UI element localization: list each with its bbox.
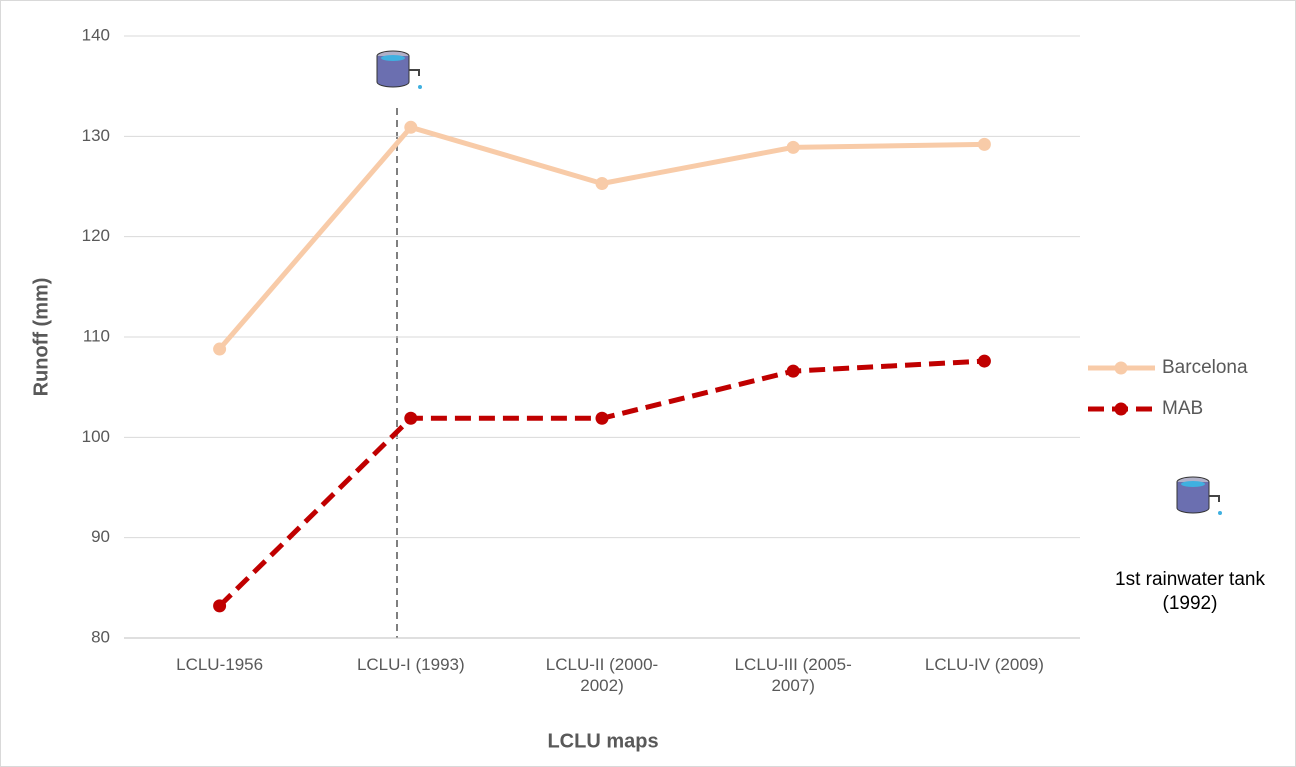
point: [213, 599, 227, 613]
point: [595, 176, 609, 190]
y-tick-label: 100: [82, 427, 110, 446]
y-tick-label: 80: [91, 627, 110, 646]
y-tick-label: 110: [83, 326, 110, 345]
legend-label: MAB: [1162, 398, 1203, 419]
y-tick-label: 90: [91, 527, 110, 546]
point: [786, 364, 800, 378]
x-tick-label: LCLU-I (1993): [356, 655, 465, 674]
point: [213, 342, 227, 356]
point: [404, 411, 418, 425]
legend-label: Barcelona: [1162, 357, 1248, 378]
x-tick-label: LCLU-II (2000-2002): [545, 655, 659, 695]
tank-icon: [1176, 476, 1222, 515]
y-axis-title: Runoff (mm): [30, 278, 52, 397]
point: [595, 411, 609, 425]
annotation: 1st rainwater tank (1992): [1115, 569, 1265, 614]
y-tick-label: 130: [82, 126, 110, 145]
point: [404, 120, 418, 134]
x-tick-label: LCLU-1956: [176, 655, 264, 674]
tank-icon: [376, 50, 422, 89]
point: [786, 140, 800, 154]
x-axis-title: LCLU maps: [547, 730, 658, 752]
x-tick-label: LCLU-IV (2009): [924, 655, 1044, 674]
x-tick-label: LCLU-III (2005-2007): [734, 655, 852, 695]
point: [977, 354, 991, 368]
legend-marker: [1114, 402, 1128, 416]
y-tick-label: 120: [82, 226, 110, 245]
point: [977, 137, 991, 151]
y-tick-label: 140: [82, 25, 110, 44]
legend-marker: [1114, 361, 1128, 375]
